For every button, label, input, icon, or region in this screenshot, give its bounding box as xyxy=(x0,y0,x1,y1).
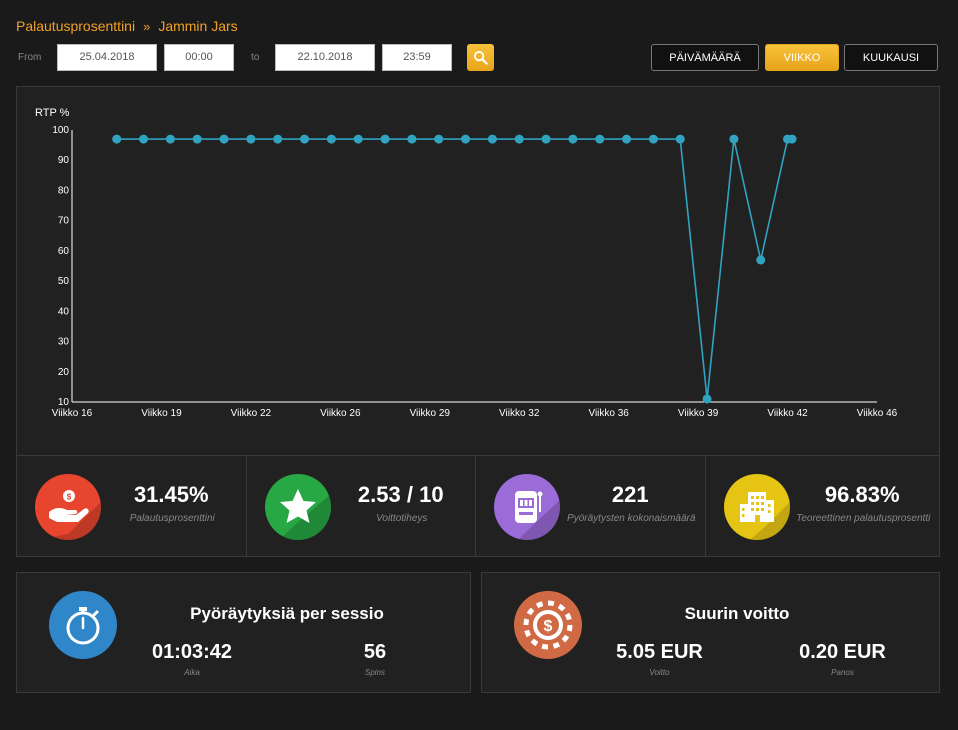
biggest-win-title: Suurin voitto xyxy=(684,604,790,623)
stat-total-spins-value: 221 xyxy=(611,482,649,507)
data-point xyxy=(787,134,797,144)
data-point xyxy=(729,134,739,144)
data-point xyxy=(300,134,310,144)
data-point xyxy=(568,134,578,144)
stat-rtp-label: Palautusprosenttini xyxy=(129,513,215,524)
win-amount-value: 5.05 EUR xyxy=(616,641,703,663)
data-point xyxy=(273,134,283,144)
from-date-input[interactable]: 25.04.2018 xyxy=(57,44,157,71)
stat-theoretical-rtp-label: Teoreettinen palautusprosentti xyxy=(796,513,931,524)
data-point xyxy=(192,134,202,144)
data-point xyxy=(246,134,256,144)
hand-coin-icon: $ xyxy=(35,474,101,540)
data-point xyxy=(326,134,336,144)
session-card-title: Pyöräytyksiä per sessio xyxy=(190,604,384,623)
y-tick-label: 100 xyxy=(52,125,69,136)
session-card: Pyöräytyksiä per sessio 01:03:42 Aika 56… xyxy=(16,572,471,693)
casino-chip-icon: $ xyxy=(514,591,582,659)
svg-text:$: $ xyxy=(544,618,553,635)
x-tick-label: Viikko 19 xyxy=(141,408,182,419)
data-point xyxy=(514,134,524,144)
rtp-chart-panel: RTP % 10 20 30 40 50 60 70 80 90 100 Viikko 16 Vii… xyxy=(16,86,940,456)
star-icon xyxy=(264,474,331,540)
y-tick-label: 70 xyxy=(58,216,70,227)
x-tick-label: Viikko 32 xyxy=(499,408,540,419)
y-tick-label: 50 xyxy=(58,276,70,287)
stat-total-spins-label: Pyöräytysten kokonaismäärä xyxy=(567,513,696,524)
biggest-win-card: $ Suurin voitto 5.05 EUR Voitto 0.20 EUR… xyxy=(481,572,940,693)
stopwatch-icon xyxy=(49,591,117,659)
stats-row: $ 31.45% Palautusprosenttini 2.53 / 10 V… xyxy=(16,456,940,557)
from-time-input[interactable]: 00:00 xyxy=(164,44,234,71)
breadcrumb: Palautusprosenttini » Jammin Jars xyxy=(16,18,238,34)
search-button[interactable] xyxy=(467,44,494,71)
x-tick-label: Viikko 36 xyxy=(588,408,629,419)
session-time-value: 01:03:42 xyxy=(151,641,233,663)
search-icon xyxy=(473,50,488,65)
y-tick-label: 10 xyxy=(58,397,70,408)
session-spins-label: Spins xyxy=(364,668,385,677)
to-date-input[interactable]: 22.10.2018 xyxy=(275,44,375,71)
range-day-button[interactable]: PÄIVÄMÄÄRÄ xyxy=(651,44,759,71)
data-point xyxy=(702,394,712,404)
rtp-line-chart: RTP % 10 20 30 40 50 60 70 80 90 100 Viikko 16 Vii… xyxy=(35,107,898,419)
breadcrumb-item-game: Jammin Jars xyxy=(158,18,238,34)
data-point xyxy=(675,134,685,144)
building-icon xyxy=(723,474,790,540)
data-point xyxy=(756,255,766,265)
date-filter-bar: From 25.04.2018 00:00 to 22.10.2018 23:5… xyxy=(16,44,938,72)
slot-machine-icon xyxy=(494,474,560,540)
stat-rtp-value: 31.45% xyxy=(133,482,209,507)
data-point xyxy=(219,134,229,144)
session-time-label: Aika xyxy=(184,668,200,677)
data-point xyxy=(139,134,149,144)
to-time-input[interactable]: 23:59 xyxy=(382,44,452,71)
svg-text:$: $ xyxy=(67,493,72,502)
x-tick-label: Viikko 26 xyxy=(320,408,361,419)
data-point xyxy=(595,134,605,144)
y-axis-label: RTP % xyxy=(35,107,70,119)
y-tick-label: 30 xyxy=(58,337,70,348)
stat-win-frequency-label: Voittotiheys xyxy=(376,513,428,524)
y-tick-label: 40 xyxy=(58,306,70,317)
stat-theoretical-rtp-value: 96.83% xyxy=(824,482,900,507)
stat-total-spins: 221 Pyöräytysten kokonaismäärä xyxy=(476,456,706,556)
bet-amount-label: Panos xyxy=(831,668,854,677)
data-point xyxy=(112,134,122,144)
y-tick-label: 80 xyxy=(58,185,70,196)
data-point xyxy=(434,134,444,144)
stat-win-frequency: 2.53 / 10 Voittotiheys xyxy=(247,456,476,556)
data-point xyxy=(461,134,471,144)
stat-win-frequency-value: 2.53 / 10 xyxy=(357,482,444,507)
data-point xyxy=(622,134,632,144)
series-line xyxy=(116,138,792,400)
data-point xyxy=(407,134,417,144)
to-label: to xyxy=(251,52,260,63)
data-point xyxy=(648,134,658,144)
data-point xyxy=(487,134,497,144)
x-tick-label: Viikko 22 xyxy=(231,408,272,419)
x-tick-label: Viikko 16 xyxy=(52,408,93,419)
breadcrumb-item-rtp[interactable]: Palautusprosenttini xyxy=(16,18,136,34)
session-spins-value: 56 xyxy=(363,641,387,663)
x-tick-label: Viikko 39 xyxy=(678,408,719,419)
bet-amount-value: 0.20 EUR xyxy=(799,641,886,663)
stat-theoretical-rtp: 96.83% Teoreettinen palautusprosentti xyxy=(706,456,939,556)
data-point xyxy=(380,134,390,144)
y-tick-label: 20 xyxy=(58,367,70,378)
x-tick-label: Viikko 46 xyxy=(857,408,898,419)
x-tick-label: Viikko 42 xyxy=(767,408,808,419)
data-point xyxy=(353,134,363,144)
y-tick-label: 90 xyxy=(58,155,70,166)
x-tick-label: Viikko 29 xyxy=(410,408,451,419)
data-point xyxy=(541,134,551,144)
range-month-button[interactable]: KUUKAUSI xyxy=(844,44,938,71)
breadcrumb-separator: » xyxy=(143,18,151,34)
from-label: From xyxy=(18,52,42,63)
data-point xyxy=(165,134,175,144)
stat-rtp: $ 31.45% Palautusprosenttini xyxy=(17,456,247,556)
win-amount-label: Voitto xyxy=(649,668,670,677)
y-tick-label: 60 xyxy=(58,246,70,257)
range-week-button[interactable]: VIIKKO xyxy=(765,44,839,71)
